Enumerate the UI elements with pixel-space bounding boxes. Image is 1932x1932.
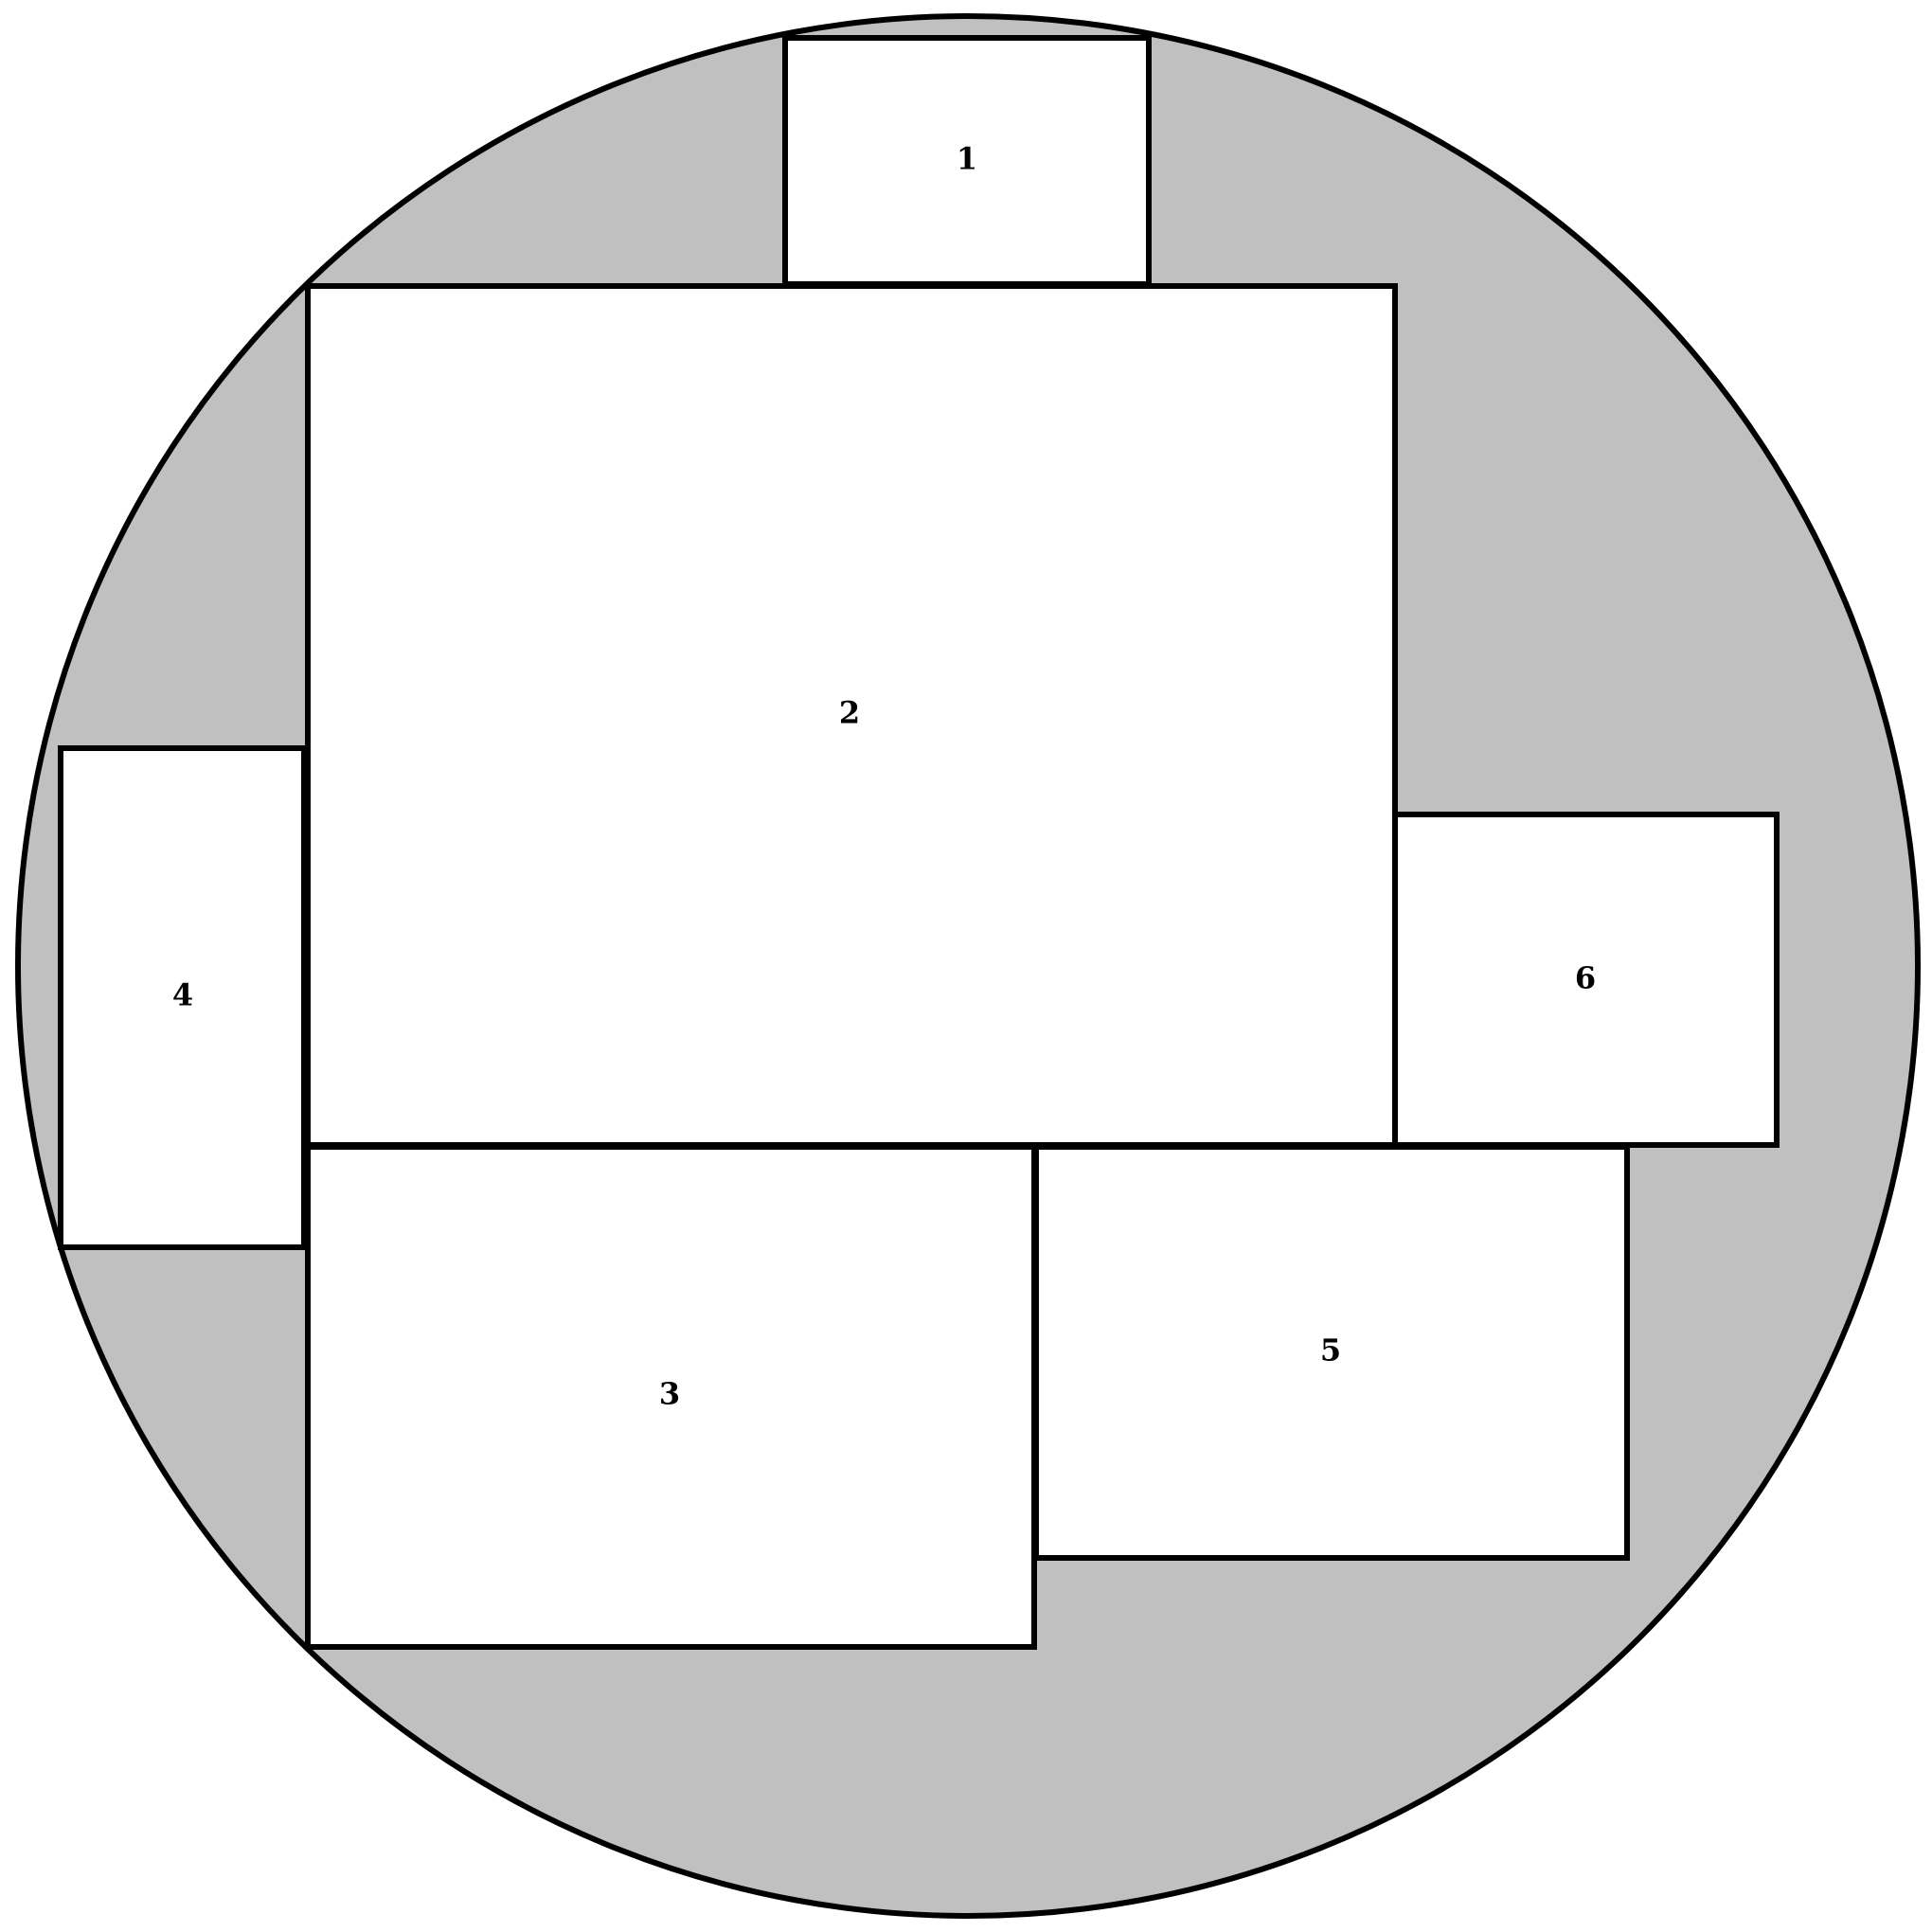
rect-1-group: 1 (782, 35, 1152, 287)
rect-2-group: 2 (305, 283, 1398, 1148)
rect-5 (1033, 1144, 1630, 1561)
rect-5-label: 5 (1320, 1333, 1341, 1368)
rect-5-group: 5 (1033, 1144, 1630, 1561)
rect-3-label: 3 (659, 1376, 680, 1412)
rect-2 (305, 283, 1398, 1148)
rect-1-label: 1 (957, 141, 977, 177)
rect-3 (305, 1144, 1037, 1650)
rect-2-label: 2 (839, 695, 860, 731)
rect-1 (782, 35, 1152, 287)
rect-3-group: 3 (305, 1144, 1037, 1650)
rect-6-group: 6 (1392, 812, 1780, 1148)
rect-6-label: 6 (1575, 960, 1596, 996)
rect-4 (58, 745, 307, 1250)
rect-4-group: 4 (58, 745, 307, 1250)
rect-6 (1392, 812, 1780, 1148)
rect-4-label: 4 (172, 977, 193, 1013)
